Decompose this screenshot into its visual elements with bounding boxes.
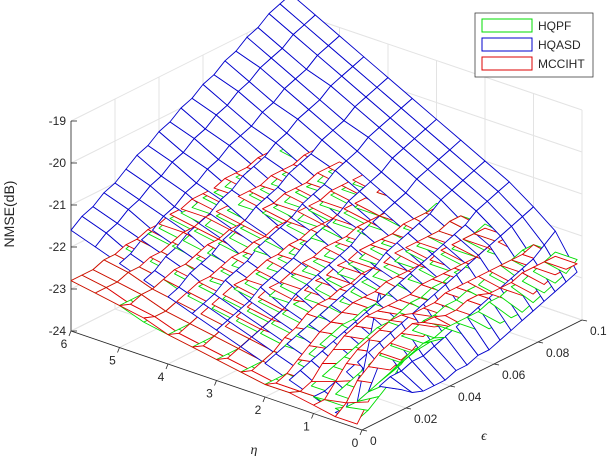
mesh-cell-mcciht (543, 255, 578, 270)
eta-tick-mark (214, 380, 217, 386)
z-tick-label: -19 (49, 114, 67, 128)
epsilon-axis-line (361, 319, 583, 431)
epsilon-axis-label: ϵ (481, 429, 488, 444)
epsilon-tick-mark (361, 429, 368, 432)
epsilon-tick-label: 0.1 (590, 324, 607, 338)
legend-swatch-mccliht (481, 56, 533, 71)
eta-tick-mark (165, 363, 169, 370)
gridline-right-z (290, 10, 583, 111)
z-tick-label: -23 (49, 282, 67, 296)
eta-tick-label: 4 (158, 370, 165, 384)
eta-tick-label: 1 (303, 420, 310, 434)
epsilon-tick-label: 0.06 (502, 368, 526, 382)
epsilon-tick-mark (449, 385, 456, 388)
eta-tick-mark (117, 347, 120, 353)
z-axis-label: NMSE(dB) (1, 181, 17, 248)
surface-meshes (70, 0, 578, 425)
epsilon-tick-mark (581, 319, 588, 322)
legend-label-mccliht: MCCIHT (538, 57, 585, 71)
eta-axis-label: η (251, 443, 258, 456)
gridline-back-z (70, 10, 292, 122)
z-tick-label: -20 (49, 156, 67, 170)
legend-label-hqpf: HQPF (538, 19, 571, 33)
legend: HQPF HQASD MCCIHT (474, 12, 594, 78)
epsilon-tick-label: 0 (370, 434, 377, 448)
eta-tick-label: 6 (61, 337, 68, 351)
eta-tick-label: 2 (255, 403, 262, 417)
eta-tick-label: 0 (352, 436, 359, 450)
epsilon-tick-label: 0.04 (458, 390, 482, 404)
tick-labels: -24 -23 -22 -21 -20 -19 0 1 2 3 4 5 6 0 0.02 0.04 0.06 0.… (49, 114, 607, 450)
eta-tick-label: 3 (206, 387, 213, 401)
epsilon-tick-label: 0.08 (546, 346, 570, 360)
epsilon-tick-label: 0.02 (414, 412, 438, 426)
eta-tick-label: 5 (109, 354, 116, 368)
eta-tick-mark (68, 330, 72, 337)
z-tick-label: -22 (49, 240, 67, 254)
eta-tick-mark (262, 396, 266, 403)
legend-swatch-hqasd (481, 37, 533, 52)
axis-lines (68, 120, 588, 436)
z-tick-label: -21 (49, 198, 67, 212)
epsilon-tick-mark (537, 341, 544, 344)
epsilon-tick-mark (405, 407, 412, 410)
legend-swatch-hqpf (481, 18, 533, 33)
legend-label-hqasd: HQASD (538, 38, 581, 52)
eta-tick-mark (359, 429, 363, 436)
epsilon-tick-mark (493, 363, 500, 366)
eta-tick-mark (311, 413, 314, 419)
z-tick-label: -24 (49, 324, 67, 338)
